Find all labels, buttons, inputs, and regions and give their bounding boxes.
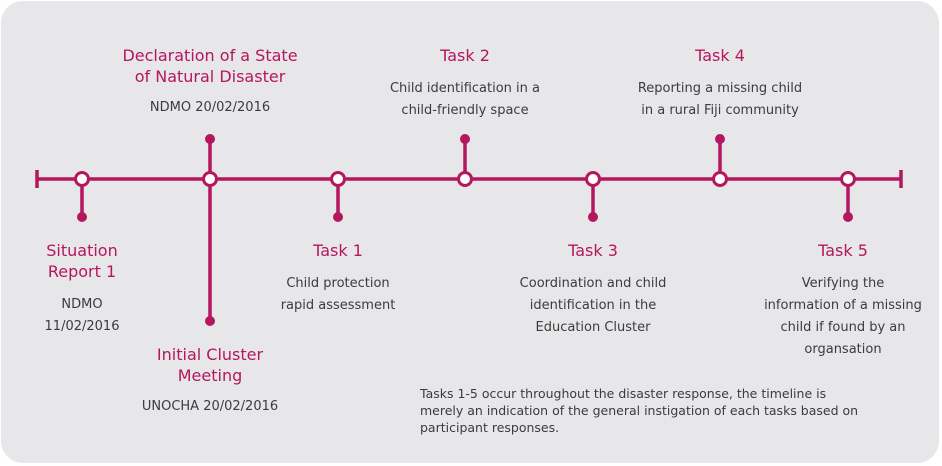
event-task-4: Task 4 Reporting a missing child in a ru… xyxy=(610,45,830,122)
event-detail: NDMO 11/02/2016 xyxy=(44,297,120,334)
stem-end-task-5 xyxy=(843,212,853,222)
node-task-2 xyxy=(457,171,473,187)
event-detail: Reporting a missing child in a rural Fij… xyxy=(637,81,803,118)
event-detail: UNOCHA 20/02/2016 xyxy=(141,399,279,414)
event-detail: NDMO 20/02/2016 xyxy=(149,100,271,115)
event-detail: Coordination and child identification in… xyxy=(519,276,667,335)
stem-end-task-2 xyxy=(460,134,470,144)
event-title: Initial Cluster Meeting xyxy=(156,345,264,385)
event-title: Declaration of a State of Natural Disast… xyxy=(122,46,298,86)
node-situation-report xyxy=(74,171,90,187)
event-title: Task 2 xyxy=(440,46,490,65)
stem-end-task-3 xyxy=(588,212,598,222)
event-task-5: Task 5 Verifying the information of a mi… xyxy=(748,240,938,361)
stem-end-situation-report xyxy=(77,212,87,222)
stem-end-task-4 xyxy=(715,134,725,144)
node-task-4 xyxy=(712,171,728,187)
event-title: Task 1 xyxy=(313,241,363,260)
event-task-2: Task 2 Child identification in a child-f… xyxy=(365,45,565,122)
event-title: Task 3 xyxy=(568,241,618,260)
event-task-1: Task 1 Child protection rapid assessment xyxy=(258,240,418,317)
event-detail: Child protection rapid assessment xyxy=(280,276,396,313)
event-detail: Verifying the information of a missing c… xyxy=(764,276,922,357)
stem-end-declaration xyxy=(205,134,215,144)
event-title: Task 5 xyxy=(818,241,868,260)
event-situation-report: Situation Report 1 NDMO 11/02/2016 xyxy=(22,240,142,338)
timeline-footnote: Tasks 1-5 occur throughout the disaster … xyxy=(420,386,859,435)
event-title: Task 4 xyxy=(695,46,745,65)
node-task-3 xyxy=(585,171,601,187)
node-declaration xyxy=(202,171,218,187)
node-task-5 xyxy=(840,171,856,187)
event-declaration: Declaration of a State of Natural Disast… xyxy=(100,45,320,119)
stem-end-task-1 xyxy=(333,212,343,222)
node-task-1 xyxy=(330,171,346,187)
event-title: Situation Report 1 xyxy=(46,241,118,281)
event-initial-cluster: Initial Cluster Meeting UNOCHA 20/02/201… xyxy=(120,344,300,418)
stem-end-initial-cluster xyxy=(205,316,215,326)
event-detail: Child identification in a child-friendly… xyxy=(389,81,541,118)
event-task-3: Task 3 Coordination and child identifica… xyxy=(493,240,693,339)
